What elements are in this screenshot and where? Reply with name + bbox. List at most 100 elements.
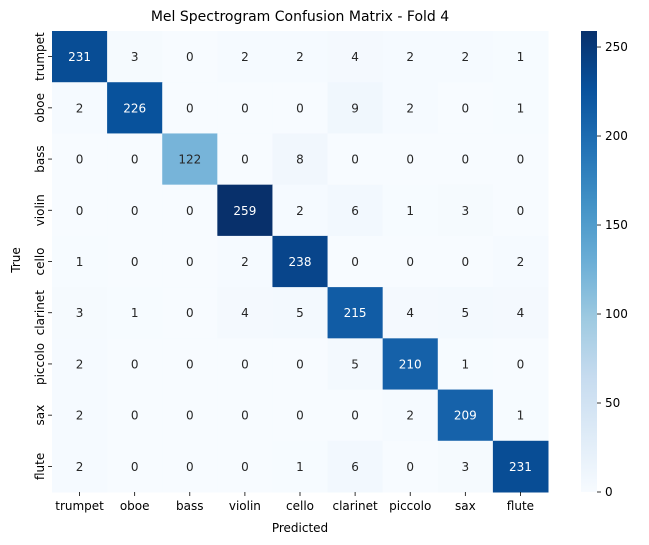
cell-value-label: 0 [186, 255, 194, 269]
cell-value-label: 0 [406, 255, 414, 269]
y-tick-label: cello [33, 248, 47, 276]
y-tick-label: clarinet [33, 290, 47, 336]
heatmap-cells: 231 3 0 2 2 4 2 2 12 226 0 0 0 9 2 0 10 0 122 0 8 0 0 0 00 0 0 259 2… [52, 31, 549, 493]
heatmap-cell [272, 82, 329, 134]
cell-value-label: 2 [296, 204, 304, 218]
cell-value-label: 0 [406, 460, 414, 474]
heatmap-cell [492, 133, 549, 186]
heatmap-cell [107, 338, 163, 391]
colorbar-tick-label: 250 [605, 40, 628, 54]
cell-value-label: 1 [296, 460, 304, 474]
cell-value-label: 4 [351, 50, 359, 64]
heatmap-cell [492, 389, 549, 442]
cell-value-label: 215 [344, 306, 367, 320]
cell-value-label: 0 [517, 153, 525, 167]
heatmap-cell [52, 389, 108, 442]
y-tick-label: oboe [33, 93, 47, 123]
y-tick-label: sax [33, 405, 47, 426]
heatmap-cell [217, 287, 273, 339]
cell-value-label: 231 [509, 460, 532, 474]
heatmap-cell [107, 389, 163, 442]
cell-value-label: 3 [462, 460, 470, 474]
cell-value-label: 0 [186, 409, 194, 423]
heatmap-cell [272, 338, 329, 391]
heatmap-cell [327, 389, 384, 442]
x-tick-label: flute [507, 499, 534, 513]
heatmap-cell [162, 389, 218, 442]
heatmap-cell [327, 82, 384, 134]
heatmap-cell [107, 287, 163, 339]
x-axis-ticks: trumpet oboe bass violin cello clarinet piccol… [55, 492, 534, 513]
cell-value-label: 1 [462, 357, 470, 371]
y-tick-label: piccolo [33, 343, 47, 385]
heatmap-cell [217, 440, 273, 493]
cell-value-label: 5 [296, 306, 304, 320]
x-tick-label: piccolo [389, 499, 431, 513]
x-tick-label: violin [229, 499, 261, 513]
cell-value-label: 0 [131, 460, 139, 474]
heatmap-cell [107, 133, 163, 186]
cell-value-label: 0 [406, 153, 414, 167]
y-tick-label: violin [33, 194, 47, 226]
heatmap-cell [272, 31, 329, 83]
cell-value-label: 0 [186, 101, 194, 115]
heatmap-cell [272, 287, 329, 339]
heatmap-cell [162, 82, 218, 134]
y-axis-label: True [9, 247, 23, 274]
x-tick-label: oboe [120, 499, 150, 513]
heatmap-cell [217, 389, 273, 442]
colorbar-tick-label: 200 [605, 129, 628, 143]
heatmap-cell [437, 235, 494, 288]
cell-value-label: 0 [517, 357, 525, 371]
heatmap-cell [327, 31, 384, 83]
cell-value-label: 2 [517, 255, 525, 269]
heatmap-cell [437, 389, 494, 442]
heatmap-cell [272, 440, 329, 493]
cell-value-label: 210 [399, 357, 422, 371]
x-axis-label: Predicted [272, 521, 328, 535]
heatmap-cell [382, 235, 439, 288]
cell-value-label: 122 [178, 153, 201, 167]
colorbar-tick-label: 50 [605, 396, 620, 410]
heatmap-cell [492, 440, 549, 493]
colorbar [581, 31, 597, 492]
cell-value-label: 0 [241, 101, 249, 115]
heatmap-cell [217, 31, 273, 83]
cell-value-label: 0 [131, 255, 139, 269]
cell-value-label: 0 [186, 50, 194, 64]
cell-value-label: 5 [351, 357, 359, 371]
heatmap-cell [52, 235, 108, 288]
heatmap-cell [272, 235, 329, 288]
heatmap-cell [492, 31, 549, 83]
heatmap-cell [162, 338, 218, 391]
cell-value-label: 4 [406, 306, 414, 320]
cell-value-label: 0 [241, 460, 249, 474]
cell-value-label: 238 [289, 255, 312, 269]
cell-value-label: 2 [76, 409, 84, 423]
x-tick-label: clarinet [332, 499, 378, 513]
heatmap-cell [107, 235, 163, 288]
heatmap-cell [107, 184, 163, 237]
y-tick-label: trumpet [33, 32, 47, 81]
heatmap-cell [272, 389, 329, 442]
colorbar-ticks: 0 50 100 150 200 250 [597, 40, 628, 499]
heatmap-cell [52, 338, 108, 391]
x-tick-label: sax [455, 499, 476, 513]
heatmap-cell [327, 184, 384, 237]
cell-value-label: 9 [351, 101, 359, 115]
heatmap-cell [382, 338, 439, 391]
heatmap-cell [162, 184, 218, 237]
heatmap-cell [217, 133, 273, 186]
heatmap-cell [162, 31, 218, 83]
cell-value-label: 0 [186, 357, 194, 371]
cell-value-label: 3 [131, 50, 139, 64]
cell-value-label: 0 [241, 357, 249, 371]
heatmap-cell [437, 184, 494, 237]
heatmap-cell [492, 338, 549, 391]
cell-value-label: 2 [241, 50, 249, 64]
cell-value-label: 1 [517, 409, 525, 423]
cell-value-label: 0 [296, 101, 304, 115]
cell-value-label: 0 [351, 255, 359, 269]
cell-value-label: 2 [76, 460, 84, 474]
